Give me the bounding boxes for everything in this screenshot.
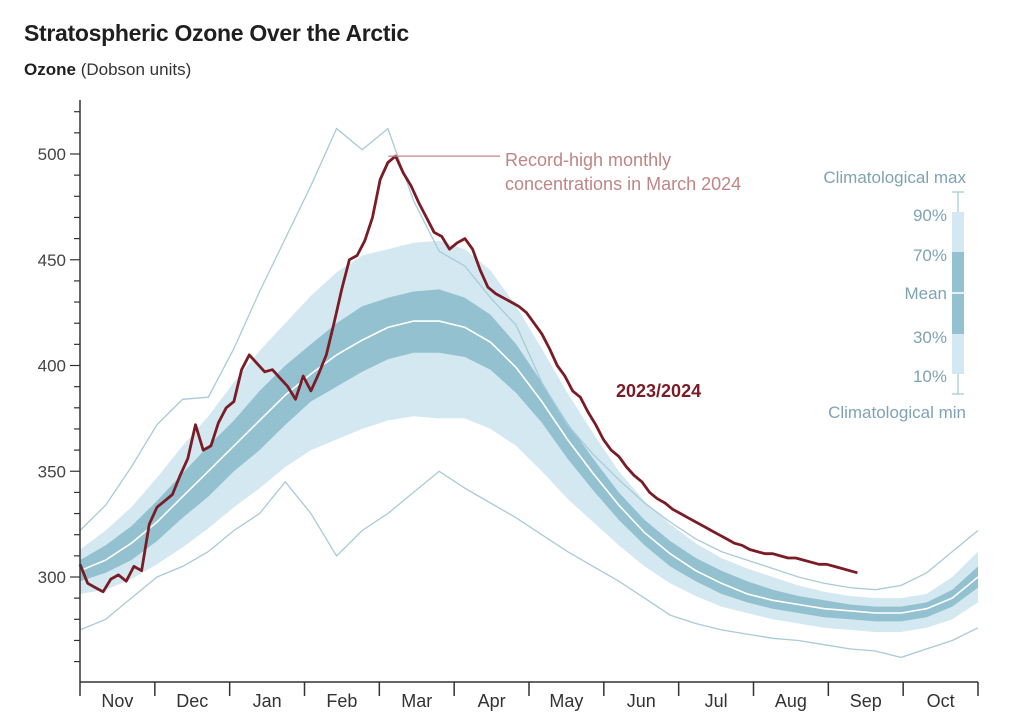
x-tick-label: May <box>549 691 583 711</box>
annotation-line-2: concentrations in March 2024 <box>505 174 741 194</box>
climatological-min-line <box>79 470 979 659</box>
x-tick-label: Jun <box>627 691 656 711</box>
annotation-line-1: Record-high monthly <box>505 150 671 170</box>
legend-label-min: Climatological min <box>828 403 966 422</box>
annotation: Record-high monthly concentrations in Mar… <box>388 150 741 401</box>
band-30-70 <box>80 289 978 622</box>
legend-label-mean: Mean <box>904 284 947 303</box>
x-tick-label: Jan <box>253 691 282 711</box>
legend-label-max: Climatological max <box>823 168 966 187</box>
record-2023-2024-line <box>78 154 858 594</box>
legend: Climatological max 90% 70% Mean 30% 10% Climat… <box>823 168 966 422</box>
legend-label-70: 70% <box>913 246 947 265</box>
y-tick-label: 450 <box>38 251 66 270</box>
chart-title: Stratospheric Ozone Over the Arctic <box>24 20 409 46</box>
y-axis-title: Ozone (Dobson units) <box>24 60 191 80</box>
legend-label-90: 90% <box>913 206 947 225</box>
x-tick-label: Sep <box>850 691 882 711</box>
x-tick-label: Apr <box>478 691 506 711</box>
x-tick-label: Nov <box>101 691 133 711</box>
band-10-90 <box>80 240 978 632</box>
y-axis: 300 350 400 450 500 <box>38 100 81 682</box>
legend-label-30: 30% <box>913 328 947 347</box>
x-tick-label: Dec <box>176 691 208 711</box>
mean-line <box>79 320 979 614</box>
y-axis-unit: (Dobson units) <box>80 60 192 79</box>
y-tick-label: 400 <box>38 357 66 376</box>
series-lines <box>78 127 979 659</box>
y-axis-label: Ozone <box>24 60 76 79</box>
x-tick-label: Oct <box>927 691 955 711</box>
series-label-2023-2024: 2023/2024 <box>616 381 701 401</box>
x-tick-label: Mar <box>401 691 432 711</box>
x-axis: Nov Dec Jan Feb Mar Apr May Jun Jul Aug Sep Oct <box>79 681 979 711</box>
y-tick-label: 500 <box>38 145 66 164</box>
climatology-bands <box>80 240 978 632</box>
y-tick-label: 350 <box>38 462 66 481</box>
x-tick-label: Jul <box>705 691 728 711</box>
y-tick-label: 300 <box>38 568 66 587</box>
legend-label-10: 10% <box>913 367 947 386</box>
x-tick-label: Feb <box>326 691 357 711</box>
x-tick-label: Aug <box>775 691 807 711</box>
climatological-max-line <box>79 127 979 591</box>
